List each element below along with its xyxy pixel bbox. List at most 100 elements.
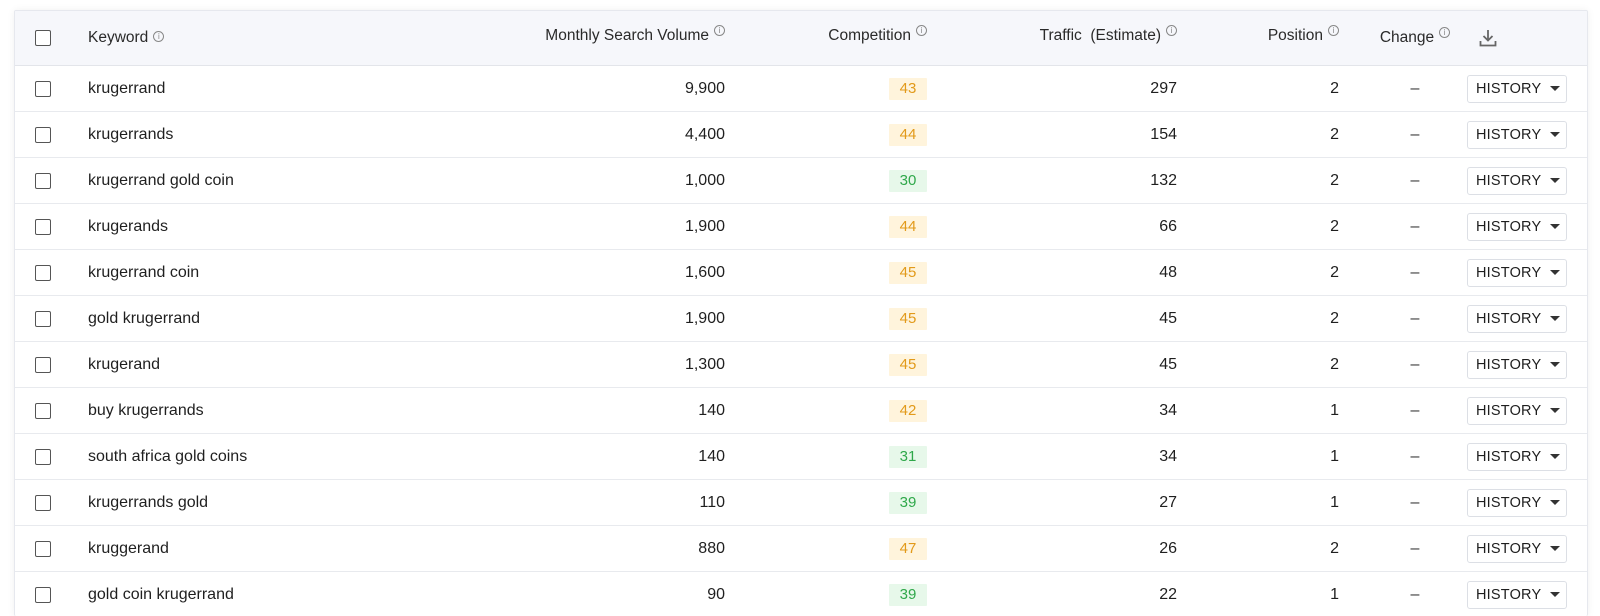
- table-row: krugerrands 4,400 44 154 2 – HISTORY: [15, 112, 1587, 158]
- competition-badge: 42: [889, 399, 927, 422]
- keyword-text: south africa gold coins: [88, 447, 248, 465]
- table-row: krugerands 1,900 44 66 2 – HISTORY: [15, 204, 1587, 250]
- info-icon[interactable]: i: [1166, 25, 1177, 36]
- download-icon[interactable]: [1477, 27, 1499, 49]
- header-competition[interactable]: Competition i: [775, 11, 927, 65]
- keyword-cell[interactable]: krugerands: [88, 204, 448, 249]
- history-cell: HISTORY: [1467, 388, 1572, 433]
- info-icon[interactable]: i: [1439, 27, 1451, 38]
- history-button[interactable]: HISTORY: [1467, 304, 1567, 333]
- position-value: 1: [1330, 447, 1339, 465]
- table-row: krugerrands gold 110 39 27 1 – HISTORY: [15, 480, 1587, 526]
- history-button[interactable]: HISTORY: [1467, 442, 1567, 471]
- history-cell: HISTORY: [1467, 342, 1572, 387]
- keyword-cell[interactable]: krugerrands gold: [88, 480, 448, 525]
- position-cell: 1: [1205, 572, 1339, 616]
- volume-cell: 4,400: [415, 112, 725, 157]
- history-button[interactable]: HISTORY: [1467, 212, 1567, 241]
- row-select-cell: [33, 296, 53, 341]
- keyword-cell[interactable]: buy krugerrands: [88, 388, 448, 433]
- history-label: HISTORY: [1476, 448, 1542, 465]
- keyword-cell[interactable]: south africa gold coins: [88, 434, 448, 479]
- change-cell: –: [1355, 250, 1475, 295]
- change-cell: –: [1355, 388, 1475, 433]
- traffic-value: 34: [1159, 401, 1177, 419]
- history-button[interactable]: HISTORY: [1467, 350, 1567, 379]
- row-select-cell: [33, 434, 53, 479]
- history-button[interactable]: HISTORY: [1467, 120, 1567, 149]
- row-checkbox[interactable]: [35, 448, 51, 465]
- history-cell: HISTORY: [1467, 250, 1572, 295]
- history-label: HISTORY: [1476, 218, 1542, 235]
- keyword-cell[interactable]: krugerrands: [88, 112, 448, 157]
- history-button[interactable]: HISTORY: [1467, 74, 1567, 103]
- keyword-cell[interactable]: krugerrand gold coin: [88, 158, 448, 203]
- row-checkbox[interactable]: [35, 264, 51, 281]
- change-value: –: [1410, 447, 1420, 465]
- row-select-cell: [33, 572, 53, 616]
- traffic-value: 66: [1159, 217, 1177, 235]
- header-keyword[interactable]: Keyword i: [88, 11, 448, 65]
- row-checkbox[interactable]: [35, 126, 51, 143]
- change-value: –: [1410, 79, 1420, 97]
- row-select-cell: [33, 342, 53, 387]
- header-keyword-label: Keyword: [88, 29, 149, 46]
- row-checkbox[interactable]: [35, 310, 51, 327]
- history-button[interactable]: HISTORY: [1467, 580, 1567, 609]
- volume-value: 9,900: [684, 79, 725, 97]
- info-icon[interactable]: i: [153, 30, 165, 42]
- row-checkbox[interactable]: [35, 494, 51, 511]
- header-competition-label: Competition: [828, 27, 911, 44]
- keyword-cell[interactable]: gold coin krugerrand: [88, 572, 448, 616]
- info-icon[interactable]: i: [1328, 25, 1339, 36]
- position-value: 2: [1330, 125, 1339, 143]
- row-checkbox[interactable]: [35, 356, 51, 373]
- competition-badge: 45: [889, 261, 927, 284]
- keyword-cell[interactable]: krugerrand: [88, 66, 448, 111]
- volume-cell: 1,900: [415, 204, 725, 249]
- keyword-text: krugerrand coin: [88, 263, 200, 281]
- traffic-cell: 297: [975, 66, 1177, 111]
- change-value: –: [1410, 539, 1420, 557]
- keyword-cell[interactable]: krugerrand coin: [88, 250, 448, 295]
- traffic-cell: 132: [975, 158, 1177, 203]
- traffic-value: 26: [1159, 539, 1177, 557]
- history-cell: HISTORY: [1467, 434, 1572, 479]
- history-label: HISTORY: [1476, 494, 1542, 511]
- change-value: –: [1410, 263, 1420, 281]
- history-button[interactable]: HISTORY: [1467, 166, 1567, 195]
- row-checkbox[interactable]: [35, 586, 51, 603]
- header-position[interactable]: Position i: [1205, 11, 1339, 65]
- select-all-checkbox[interactable]: [35, 30, 51, 46]
- row-select-cell: [33, 158, 53, 203]
- header-volume[interactable]: Monthly Search Volume i: [415, 11, 725, 65]
- keyword-cell[interactable]: krugerand: [88, 342, 448, 387]
- keyword-cell[interactable]: gold krugerrand: [88, 296, 448, 341]
- keyword-cell[interactable]: kruggerand: [88, 526, 448, 571]
- history-button[interactable]: HISTORY: [1467, 396, 1567, 425]
- volume-value: 1,600: [684, 263, 725, 281]
- info-icon[interactable]: i: [916, 25, 927, 36]
- traffic-value: 45: [1159, 309, 1177, 327]
- row-checkbox[interactable]: [35, 80, 51, 97]
- volume-value: 140: [698, 447, 725, 465]
- row-checkbox[interactable]: [35, 540, 51, 557]
- header-traffic[interactable]: Traffic (Estimate) i: [975, 11, 1177, 65]
- history-button[interactable]: HISTORY: [1467, 488, 1567, 517]
- history-label: HISTORY: [1476, 172, 1542, 189]
- volume-cell: 90: [415, 572, 725, 616]
- keyword-text: buy krugerrands: [88, 401, 204, 419]
- info-icon[interactable]: i: [714, 25, 725, 36]
- caret-down-icon: [1550, 500, 1561, 505]
- volume-cell: 140: [415, 388, 725, 433]
- history-button[interactable]: HISTORY: [1467, 534, 1567, 563]
- history-label: HISTORY: [1476, 80, 1542, 97]
- table-row: gold coin krugerrand 90 39 22 1 – HISTOR…: [15, 572, 1587, 616]
- change-value: –: [1410, 401, 1420, 419]
- row-checkbox[interactable]: [35, 218, 51, 235]
- row-checkbox[interactable]: [35, 172, 51, 189]
- keyword-text: krugerrands: [88, 125, 174, 143]
- history-button[interactable]: HISTORY: [1467, 258, 1567, 287]
- header-change[interactable]: Change i: [1355, 11, 1475, 65]
- row-checkbox[interactable]: [35, 402, 51, 419]
